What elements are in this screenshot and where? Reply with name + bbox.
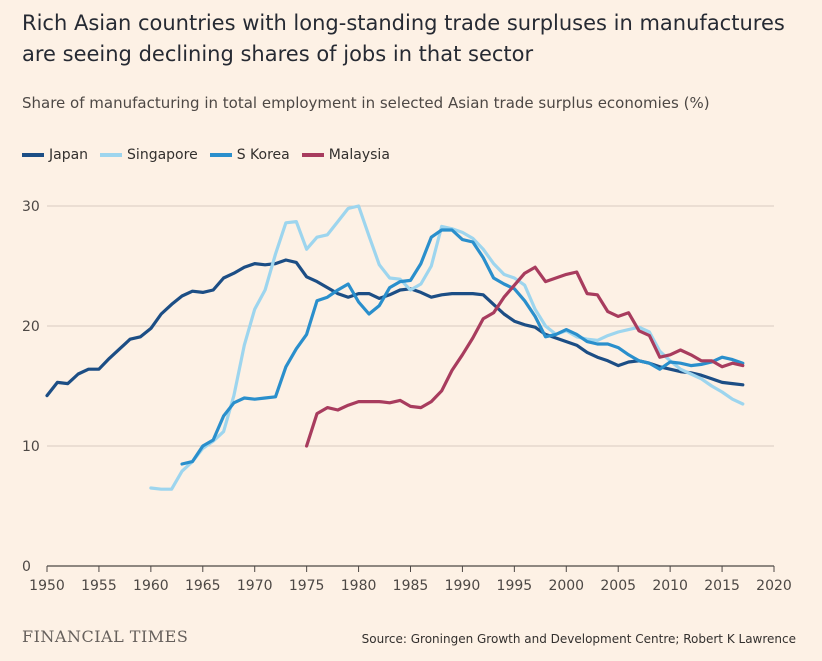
x-tick-label: 2005 [600, 578, 636, 594]
legend-item-s-korea: S Korea [209, 147, 290, 163]
chart-legend: Japan Singapore S Korea Malaysia [22, 147, 402, 163]
legend-label-malaysia: Malaysia [328, 147, 390, 163]
legend-label-japan: Japan [49, 147, 89, 163]
x-tick-label: 1965 [185, 578, 221, 594]
legend-swatch-singapore [100, 153, 123, 157]
x-tick-label: 1980 [341, 578, 377, 594]
legend-label-s-korea: S Korea [236, 147, 290, 163]
ft-brand-logo: FINANCIAL TIMES [22, 627, 189, 646]
legend-label-singapore: Singapore [127, 147, 198, 163]
y-tick-label: 20 [22, 319, 40, 335]
x-tick-label: 1995 [497, 578, 533, 594]
x-tick-label: 1960 [133, 578, 169, 594]
x-axis-ticks: 1950 1955 1960 1965 1970 1975 1980 1985 1990 1995… [29, 566, 792, 594]
y-tick-label: 30 [22, 199, 40, 215]
legend-swatch-malaysia [301, 153, 324, 157]
y-tick-label: 10 [22, 439, 40, 455]
series-line-singapore [149, 204, 745, 491]
x-tick-label: 2000 [548, 578, 584, 594]
y-axis-ticks: 0 10 20 30 [22, 199, 40, 575]
x-tick-label: 1970 [237, 578, 273, 594]
series-line-malaysia [305, 265, 745, 448]
chart-subtitle: Share of manufacturing in total employme… [22, 94, 710, 112]
legend-item-singapore: Singapore [100, 147, 198, 163]
x-tick-label: 1975 [289, 578, 325, 594]
x-tick-label: 1990 [445, 578, 481, 594]
legend-swatch-s-korea [209, 153, 232, 157]
x-tick-label: 1985 [393, 578, 429, 594]
gridlines [47, 205, 774, 567]
legend-item-malaysia: Malaysia [301, 147, 390, 163]
series-lines [45, 204, 745, 491]
x-tick-label: 1950 [29, 578, 65, 594]
chart-title: Rich Asian countries with long-standing … [22, 11, 785, 66]
legend-swatch-japan [22, 153, 44, 157]
y-tick-label: 0 [22, 559, 31, 575]
x-tick-label: 2010 [652, 578, 688, 594]
legend-item-japan: Japan [22, 147, 88, 163]
x-tick-label: 2020 [756, 578, 792, 594]
source-note: Source: Groningen Growth and Development… [361, 632, 796, 646]
series-line-s-korea [180, 228, 745, 466]
series-line-japan [45, 258, 745, 398]
x-tick-label: 2015 [704, 578, 740, 594]
x-tick-label: 1955 [81, 578, 117, 594]
